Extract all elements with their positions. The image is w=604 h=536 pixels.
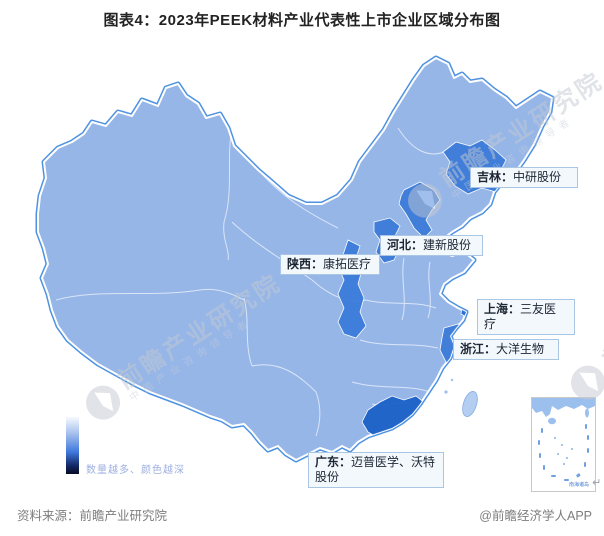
- inset-dash-line: [538, 424, 589, 481]
- label-guangdong: 广东：迈普医学、沃特股份: [308, 452, 444, 488]
- south-china-sea-inset: 南海诸岛: [531, 397, 596, 492]
- label-company: 中研股份: [513, 170, 562, 184]
- province-boundaries: [55, 127, 445, 437]
- label-region: 陕西：: [287, 257, 324, 271]
- islet: [450, 378, 454, 382]
- return-arrow-icon: ↵: [592, 477, 602, 489]
- label-company: 大洋生物: [496, 342, 545, 356]
- label-company: 迈普医学、沃特股份: [315, 455, 436, 484]
- inset-label: 南海诸岛: [569, 481, 589, 488]
- label-region: 广东：: [315, 455, 352, 469]
- figure-title: 图表4：2023年PEEK材料产业代表性上市企业区域分布图: [103, 12, 501, 29]
- label-region: 上海：: [484, 302, 521, 316]
- legend: 数量越多、颜色越深: [66, 417, 184, 476]
- legend-gradient-bar: [66, 417, 79, 474]
- legend-caption: 数量越多、颜色越深: [86, 465, 185, 476]
- label-hebei: 河北：建新股份: [380, 235, 483, 256]
- inset-hainan: [548, 417, 556, 425]
- label-company: 三友医疗: [484, 302, 557, 331]
- source-note: 资料来源：前瞻产业研究院: [17, 509, 168, 523]
- islet: [444, 390, 448, 394]
- label-region: 河北：: [387, 238, 424, 252]
- label-jilin: 吉林：中研股份: [470, 167, 578, 188]
- label-shanghai: 上海：三友医疗: [477, 299, 575, 335]
- label-company: 康拓医疗: [323, 257, 372, 271]
- label-region: 吉林：: [477, 170, 514, 184]
- south-china-sea-map: 南海诸岛: [532, 398, 595, 488]
- label-zhejiang: 浙江：大洋生物: [453, 339, 559, 360]
- island-taiwan: [462, 391, 478, 417]
- inset-taiwan: [585, 408, 589, 418]
- inset-islands: [554, 437, 573, 465]
- label-company: 建新股份: [423, 238, 472, 252]
- label-region: 浙江：: [460, 342, 497, 356]
- credit-note: @前瞻经济学人APP: [479, 509, 592, 523]
- label-shaanxi: 陕西：康拓医疗: [280, 254, 380, 275]
